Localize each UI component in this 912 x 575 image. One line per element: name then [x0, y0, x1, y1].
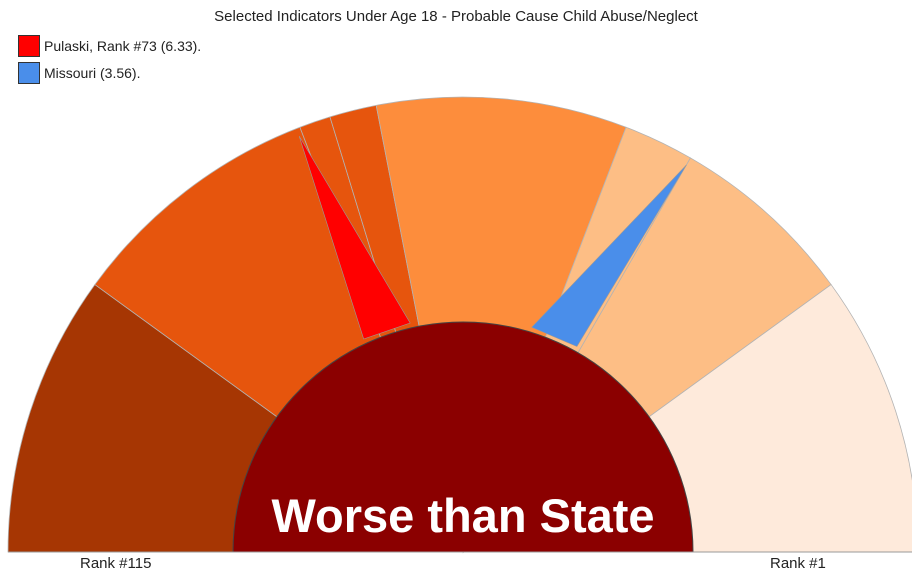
legend-item-pulaski: Pulaski, Rank #73 (6.33). [18, 35, 201, 57]
chart-title: Selected Indicators Under Age 18 - Proba… [214, 8, 698, 25]
pulaski-pointer [298, 135, 411, 340]
legend-label-pulaski: Pulaski, Rank #73 (6.33). [44, 38, 202, 54]
gauge-band-4 [375, 96, 627, 554]
legend-swatch-missouri [18, 62, 40, 84]
legend-swatch-pulaski [18, 35, 40, 57]
legend-item-missouri: Missouri (3.56). [18, 62, 140, 84]
missouri-pointer [531, 164, 687, 347]
rank-label-low: Rank #115 [80, 555, 152, 572]
center-label: Worse than State [271, 489, 655, 542]
legend-label-missouri: Missouri (3.56). [44, 65, 141, 81]
gauge-hub [232, 321, 694, 553]
rank-label-high: Rank #1 [770, 555, 826, 572]
